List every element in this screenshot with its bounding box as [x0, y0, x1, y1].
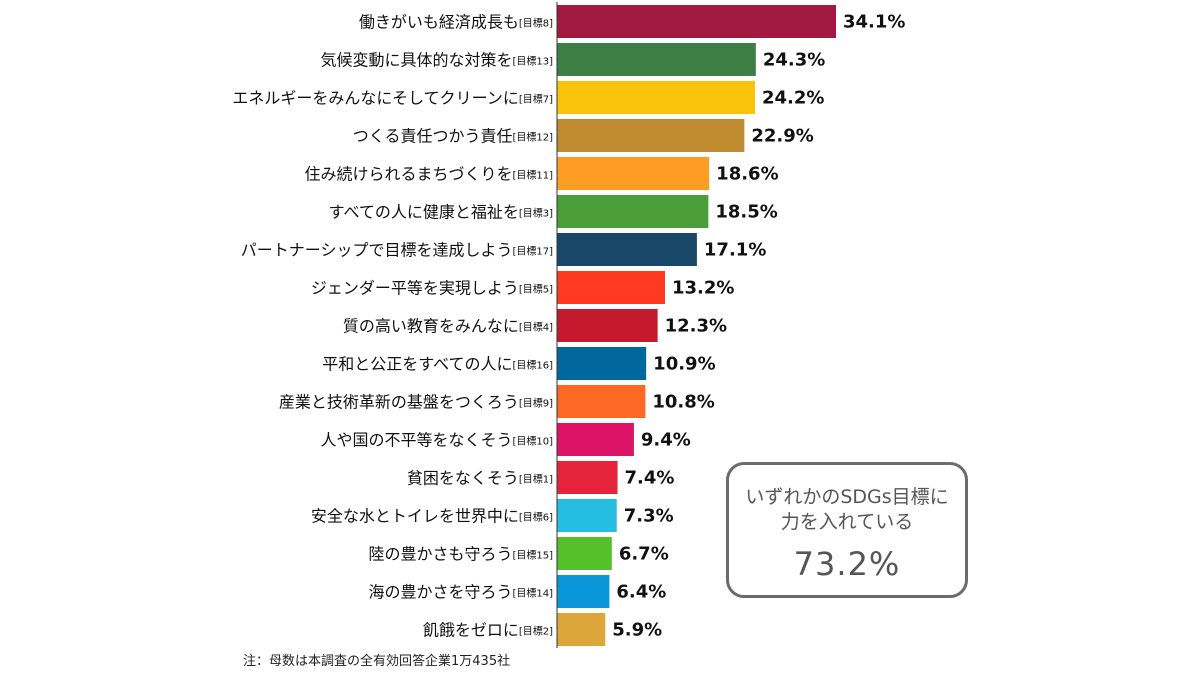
category-label: パートナーシップで目標を達成しよう[目標17] — [241, 241, 553, 260]
bar — [557, 423, 634, 456]
category-name: 働きがいも経済成長も — [359, 13, 519, 32]
category-label: 貧困をなくそう[目標1] — [407, 469, 553, 488]
bar — [557, 499, 617, 532]
value-labels: 34.1% 24.3% 24.2% 22.9% 18.6% 18.5% 17.1% 13.2%… — [612, 12, 905, 641]
category-name: 海の豊かさを守ろう — [368, 583, 512, 602]
category-label: 陸の豊かさも守ろう[目標15] — [368, 545, 553, 564]
callout-value: 73.2% — [793, 545, 901, 583]
value-label: 6.7% — [619, 544, 669, 565]
category-label: ジェンダー平等を実現しよう[目標5] — [311, 279, 553, 298]
category-label: 平和と公正をすべての人に[目標16] — [322, 355, 553, 374]
bar — [557, 43, 756, 76]
value-label: 7.4% — [625, 468, 675, 489]
category-name: パートナーシップで目標を達成しよう — [241, 241, 513, 260]
goal-tag: [目標13] — [512, 55, 553, 68]
callout-text: いずれかのSDGs目標に 力を入れている — [729, 485, 965, 535]
value-label: 17.1% — [704, 240, 766, 261]
value-label: 34.1% — [843, 12, 905, 33]
category-name: 貧困をなくそう — [407, 469, 519, 488]
category-name: 人や国の不平等をなくそう — [320, 431, 512, 450]
category-name: エネルギーをみんなにそしてクリーンに — [232, 89, 518, 108]
category-label: エネルギーをみんなにそしてクリーンに[目標7] — [232, 89, 553, 108]
category-name: 住み続けられるまちづくりを — [304, 165, 512, 184]
bar — [557, 385, 646, 418]
goal-tag: [目標6] — [519, 511, 553, 524]
value-label: 5.9% — [612, 620, 662, 641]
goal-tag: [目標14] — [512, 587, 553, 600]
value-label: 22.9% — [751, 126, 813, 147]
category-label: すべての人に健康と福祉を[目標3] — [329, 203, 554, 222]
category-label: 質の高い教育をみんなに[目標4] — [343, 317, 553, 336]
category-label: つくる責任つかう責任[目標12] — [353, 127, 553, 146]
value-label: 10.8% — [652, 392, 714, 413]
goal-tag: [目標12] — [512, 131, 553, 144]
bar — [557, 233, 697, 266]
value-label: 10.9% — [653, 354, 715, 375]
category-label: 産業と技術革新の基盤をつくろう[目標9] — [279, 393, 553, 412]
bar — [557, 195, 709, 228]
category-name: 気候変動に具体的な対策を — [320, 51, 512, 70]
value-label: 12.3% — [665, 316, 727, 337]
goal-tag: [目標5] — [519, 283, 553, 296]
goal-tag: [目標4] — [519, 321, 553, 334]
goal-tag: [目標1] — [519, 473, 553, 486]
category-label: 海の豊かさを守ろう[目標14] — [368, 583, 553, 602]
bar — [557, 271, 665, 304]
value-label: 9.4% — [641, 430, 691, 451]
category-labels: 働きがいも経済成長も[目標8] 気候変動に具体的な対策を[目標13] エネルギーをみ… — [232, 13, 553, 640]
category-name: 陸の豊かさも守ろう — [368, 545, 512, 564]
value-label: 7.3% — [624, 506, 674, 527]
category-label: 働きがいも経済成長も[目標8] — [359, 13, 553, 32]
category-name: すべての人に健康と福祉を — [329, 203, 519, 222]
category-label: 安全な水とトイレを世界中に[目標6] — [311, 507, 553, 526]
category-name: つくる責任つかう責任 — [353, 127, 513, 146]
goal-tag: [目標10] — [512, 435, 553, 448]
goal-tag: [目標15] — [512, 549, 553, 562]
goal-tag: [目標11] — [512, 169, 553, 182]
goal-tag: [目標17] — [512, 245, 553, 258]
bar — [557, 157, 710, 190]
bar — [557, 347, 647, 380]
footnote: 注：母数は本調査の全有効回答企業1万435社 — [243, 654, 511, 669]
bar — [557, 613, 606, 646]
goal-tag: [目標16] — [512, 359, 553, 372]
category-label: 飢餓をゼロに[目標2] — [423, 621, 553, 640]
category-label: 住み続けられるまちづくりを[目標11] — [304, 165, 553, 184]
value-label: 18.5% — [715, 202, 777, 223]
bar — [557, 537, 612, 570]
goal-tag: [目標9] — [519, 397, 553, 410]
bar — [557, 461, 618, 494]
bar — [557, 575, 610, 608]
bar — [557, 81, 755, 114]
category-name: 平和と公正をすべての人に — [322, 355, 512, 374]
callout-line-1: いずれかのSDGs目標に — [745, 486, 949, 508]
bar — [557, 5, 836, 38]
callout-line-2: 力を入れている — [780, 511, 914, 533]
goal-tag: [目標7] — [519, 93, 553, 106]
value-label: 13.2% — [672, 278, 734, 299]
category-name: 産業と技術革新の基盤をつくろう — [279, 393, 519, 412]
goal-tag: [目標3] — [519, 207, 553, 220]
value-label: 24.2% — [762, 88, 824, 109]
goal-tag: [目標8] — [519, 17, 553, 30]
category-name: 安全な水とトイレを世界中に — [311, 507, 519, 526]
value-label: 24.3% — [763, 50, 825, 71]
goal-tag: [目標2] — [519, 625, 553, 638]
bar — [557, 119, 745, 152]
category-name: 質の高い教育をみんなに — [343, 317, 519, 336]
bar — [557, 309, 658, 342]
value-label: 18.6% — [716, 164, 778, 185]
category-name: 飢餓をゼロに — [423, 621, 519, 640]
value-label: 6.4% — [616, 582, 666, 603]
category-name: ジェンダー平等を実現しよう — [311, 279, 519, 298]
summary-callout: いずれかのSDGs目標に 力を入れている 73.2% — [726, 462, 968, 598]
category-label: 人や国の不平等をなくそう[目標10] — [320, 431, 553, 450]
category-label: 気候変動に具体的な対策を[目標13] — [320, 51, 553, 70]
bars — [557, 5, 836, 646]
